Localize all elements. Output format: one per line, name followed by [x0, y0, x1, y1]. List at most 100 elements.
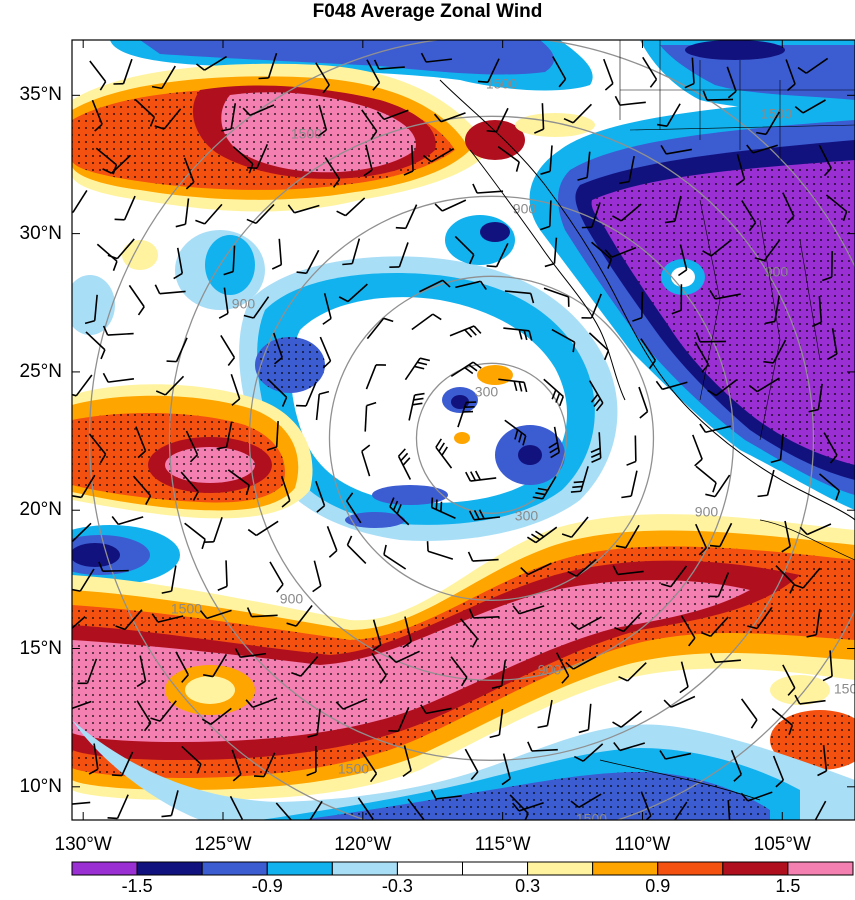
wind-barb	[72, 522, 92, 543]
wind-barb	[741, 200, 757, 232]
wind-barb	[695, 332, 727, 343]
wind-barb	[361, 109, 378, 140]
mexico-negative-region	[529, 95, 855, 510]
wind-barb	[811, 296, 823, 328]
wind-barb	[217, 560, 228, 591]
colorbar-tick-label: -0.3	[381, 876, 413, 896]
colorbar-tick-label: -1.5	[121, 876, 153, 896]
wind-barb	[782, 664, 796, 696]
wind-barb	[363, 144, 373, 177]
wind-barb	[88, 433, 107, 464]
wind-barb	[275, 802, 293, 820]
wind-barb	[128, 284, 145, 316]
wind-barb	[577, 151, 591, 181]
wind-barb	[794, 99, 826, 114]
range-ring-label: 1500	[338, 760, 369, 776]
y-tick-label: 15°N	[19, 637, 62, 659]
range-ring	[88, 40, 855, 820]
wind-barb	[322, 293, 332, 325]
colorbar-swatch	[722, 861, 789, 876]
wind-barb	[286, 605, 313, 627]
wind-barb	[132, 475, 152, 505]
wind-barb	[460, 618, 479, 648]
wind-barb	[203, 516, 223, 543]
wind-barb	[72, 616, 86, 630]
x-tick-label: 120°W	[334, 834, 392, 855]
wind-barb	[677, 244, 688, 277]
wind-barbs	[72, 52, 848, 820]
west-negative-patches	[72, 230, 265, 335]
wind-barb	[218, 287, 229, 319]
wind-barb	[822, 650, 833, 682]
wind-barb	[151, 613, 184, 623]
y-tick-label: 10°N	[19, 775, 62, 797]
wind-barb	[312, 560, 322, 593]
wind-barb	[272, 332, 283, 365]
wind-barb	[797, 57, 829, 74]
wind-barb	[520, 562, 552, 576]
wind-barb	[246, 607, 278, 618]
wind-barb	[366, 317, 394, 340]
wind-barb	[88, 743, 99, 775]
wind-barb	[808, 383, 823, 413]
wind-barb	[403, 144, 414, 176]
colorbar-swatch	[331, 861, 398, 876]
wind-barb	[659, 750, 692, 760]
axis-ticks	[72, 40, 855, 820]
wind-barb	[113, 58, 133, 85]
wind-barb	[817, 745, 828, 777]
south-negative-band	[72, 720, 855, 820]
range-ring-label: 1500	[834, 680, 855, 696]
wind-barb	[234, 648, 267, 659]
wind-barb	[794, 694, 826, 705]
wind-barb	[201, 707, 232, 726]
wind-barb	[135, 426, 147, 459]
wind-barb	[640, 791, 652, 820]
wind-barb	[640, 338, 657, 369]
wind-barb	[346, 535, 367, 565]
wind-barb	[664, 195, 682, 224]
coastlines	[439, 40, 855, 801]
wind-barb	[296, 381, 317, 407]
wind-barb	[426, 541, 454, 560]
wind-barb	[155, 375, 185, 396]
wind-barb	[489, 709, 504, 739]
wind-barb	[590, 432, 602, 464]
wind-barb	[457, 401, 477, 428]
wind-barb	[512, 605, 545, 615]
wind-barb	[180, 471, 199, 501]
northwest-positive-band	[72, 63, 595, 212]
wind-barb	[389, 497, 410, 526]
wind-barb	[825, 194, 848, 222]
wind-barb	[395, 204, 418, 230]
colorbar-swatch	[657, 861, 724, 876]
wind-barb	[422, 148, 455, 163]
wind-barb	[504, 419, 527, 446]
wind-barb	[181, 745, 202, 774]
wind-barb	[621, 470, 638, 499]
wind-barb	[581, 202, 601, 229]
wind-barb	[588, 332, 610, 361]
y-tick-label: 35°N	[19, 84, 62, 106]
wind-barb	[184, 522, 206, 550]
wind-barb	[136, 700, 152, 732]
wind-barb	[770, 433, 784, 464]
wind-barb	[747, 606, 773, 630]
wind-barb	[195, 203, 223, 225]
range-ring-label: 900	[513, 200, 537, 216]
x-tick-label: 125°W	[194, 834, 252, 855]
wind-barb	[231, 749, 242, 782]
wind-barb	[552, 56, 567, 88]
wind-barb	[454, 235, 475, 265]
wind-barb	[626, 435, 637, 466]
wind-barb	[242, 104, 275, 117]
wind-barb	[702, 239, 733, 257]
colorbar-tick-label: 0.3	[515, 876, 541, 896]
wind-barb	[799, 523, 832, 536]
wind-barb	[371, 653, 387, 684]
wind-barb	[707, 379, 738, 397]
colorbar-tick-label: 1.5	[775, 876, 801, 896]
wind-barb	[223, 245, 236, 276]
wind-barb	[740, 791, 773, 802]
